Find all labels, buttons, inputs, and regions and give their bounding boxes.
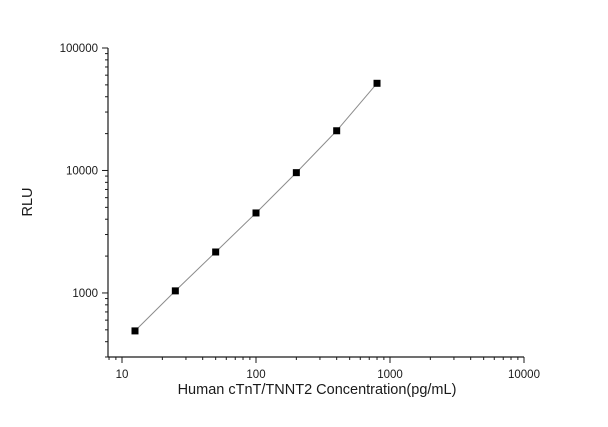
fit-line xyxy=(134,82,378,332)
x-tick-label: 1000 xyxy=(377,369,403,381)
data-point-marker xyxy=(131,327,139,335)
y-tick-label: 1000 xyxy=(72,288,98,300)
x-tick-label: 10000 xyxy=(508,369,540,381)
x-axis-title: Human cTnT/TNNT2 Concentration(pg/mL) xyxy=(177,382,457,398)
data-point-marker xyxy=(373,79,381,87)
y-axis-title: RLU xyxy=(20,187,36,217)
data-series xyxy=(131,79,381,335)
data-point-marker xyxy=(292,169,300,177)
axes: 10 100 1000 10000 1000 10000 100000 xyxy=(60,43,540,381)
x-tick-label: 100 xyxy=(246,369,265,381)
data-point-marker xyxy=(333,127,341,135)
data-point-marker xyxy=(252,209,260,217)
y-tick-label: 100000 xyxy=(60,43,98,55)
y-tick-label: 10000 xyxy=(66,165,98,177)
x-tick-label: 10 xyxy=(116,369,129,381)
data-point-marker xyxy=(212,248,220,256)
data-point-marker xyxy=(171,287,179,295)
